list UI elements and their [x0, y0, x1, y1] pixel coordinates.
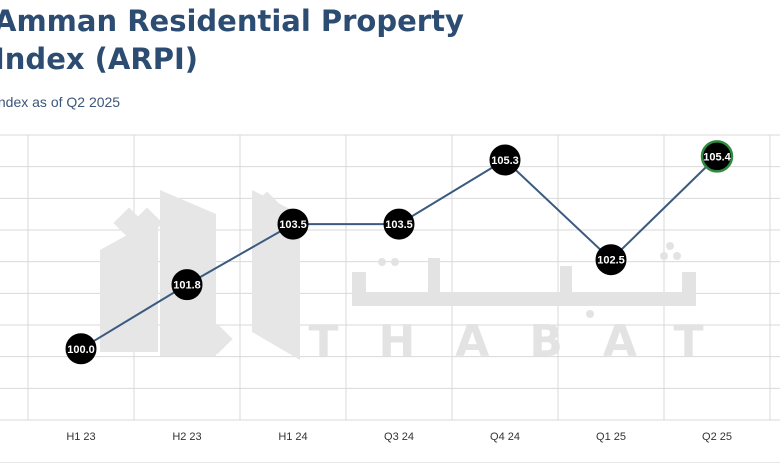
x-axis-tick-labels: H1 23 H2 23 H1 24 Q3 24 Q4 24 Q1 25 Q2 25 [66, 431, 732, 443]
x-tick-label: Q4 24 [490, 431, 520, 443]
data-point-label: 103.5 [279, 219, 307, 231]
data-point-marker [489, 144, 521, 176]
x-tick-label: H1 23 [66, 431, 95, 443]
watermark-arabic-script [352, 242, 696, 318]
data-point-marker [277, 208, 309, 240]
data-markers: 100.0 101.8 103.5 103.5 105.3 102.5 105.4 [65, 140, 734, 365]
data-point: 103.5 [383, 208, 415, 240]
data-point-label: 100.0 [67, 344, 95, 356]
bottom-divider [0, 462, 780, 463]
data-point: 103.5 [277, 208, 309, 240]
x-tick-label: H2 23 [172, 431, 201, 443]
chart-title-line-1: Amman Residential Property [0, 4, 464, 38]
chart-title-line-2: Index (ARPI) [0, 42, 198, 76]
data-point-marker [700, 140, 734, 173]
x-tick-label: Q2 25 [702, 431, 732, 443]
chart-subtitle: Index as of Q2 2025 [0, 94, 121, 110]
data-point: 105.4 [700, 140, 734, 173]
thabat-watermark-logo: THABAT [100, 190, 743, 367]
data-point-label: 101.8 [173, 280, 201, 292]
watermark-latin-text: THABAT [308, 316, 743, 367]
data-point: 102.5 [595, 244, 627, 276]
data-point-marker [171, 269, 203, 301]
data-point: 101.8 [171, 269, 203, 301]
data-point: 100.0 [65, 333, 97, 365]
data-point-marker [595, 244, 627, 276]
data-point-label: 103.5 [385, 219, 413, 231]
chart-title: Amman Residential Property Index (ARPI) [0, 2, 464, 78]
data-point: 105.3 [489, 144, 521, 176]
x-tick-label: Q1 25 [596, 431, 626, 443]
data-point-marker [383, 208, 415, 240]
data-point-label: 105.3 [491, 155, 519, 167]
data-point-marker [65, 333, 97, 365]
data-point-label: 105.4 [703, 151, 731, 163]
watermark-mark [100, 190, 300, 360]
x-tick-label: H1 24 [278, 431, 307, 443]
data-point-label: 102.5 [597, 255, 625, 267]
x-tick-label: Q3 24 [384, 431, 414, 443]
